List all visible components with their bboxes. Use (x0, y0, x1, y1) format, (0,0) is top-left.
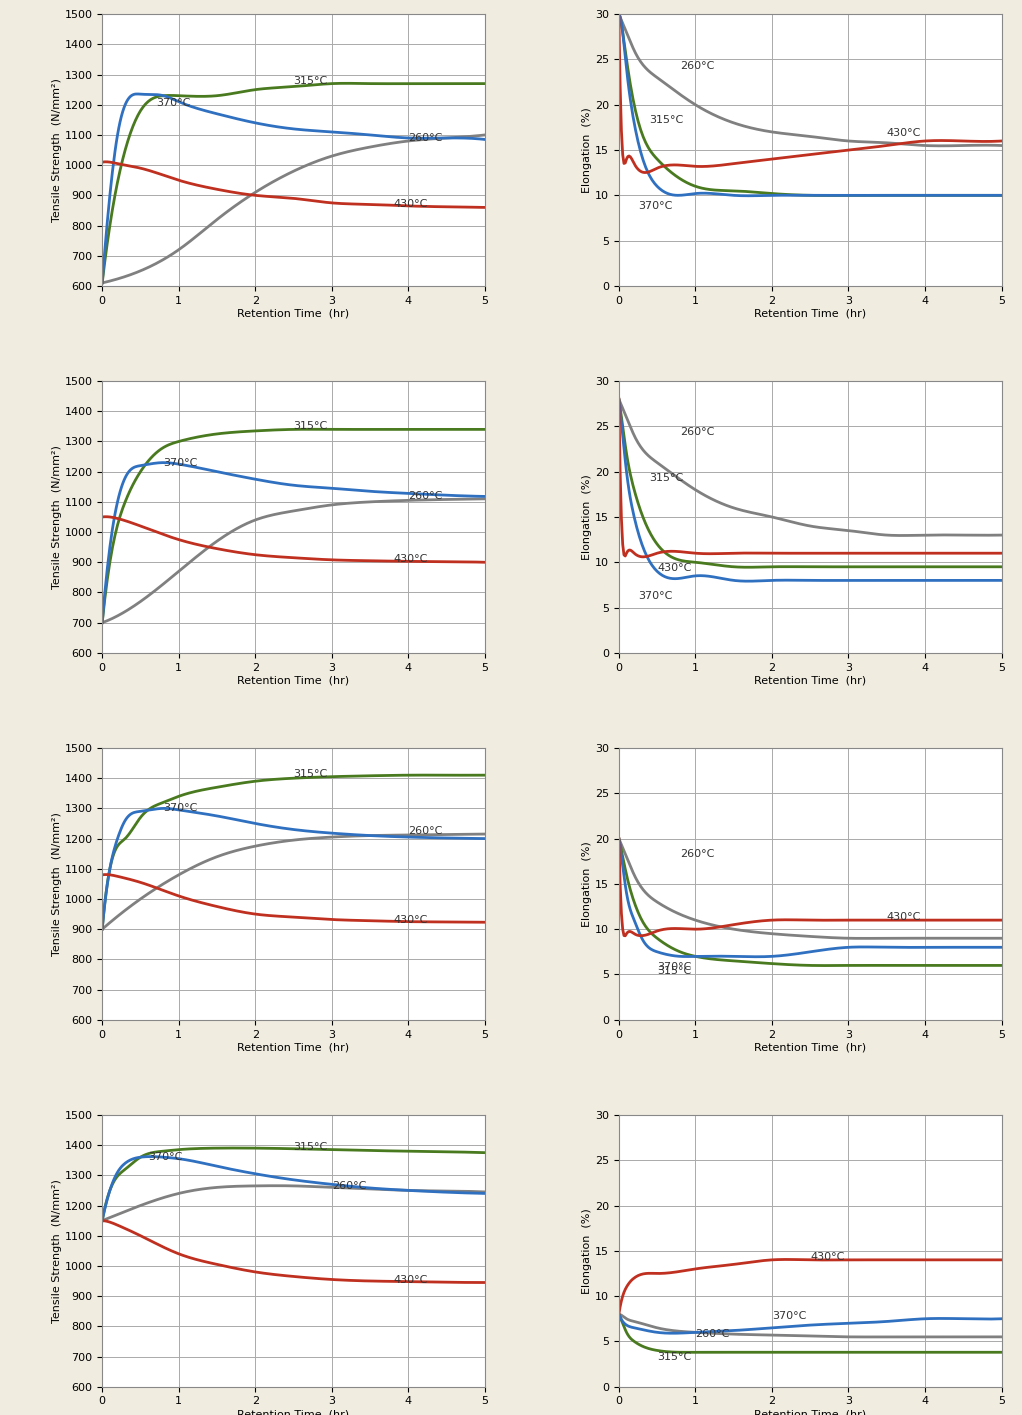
Y-axis label: Tensile Strength  (N/mm²): Tensile Strength (N/mm²) (51, 812, 61, 955)
Text: 430°C: 430°C (810, 1252, 844, 1262)
Text: 260°C: 260°C (409, 133, 443, 143)
Text: 315°C: 315°C (293, 1142, 328, 1152)
Text: 370°C: 370°C (148, 1152, 183, 1162)
X-axis label: Retention Time  (hr): Retention Time (hr) (237, 675, 350, 685)
Text: 370°C: 370°C (164, 457, 198, 467)
Text: 315°C: 315°C (649, 473, 684, 483)
Text: 260°C: 260°C (695, 1329, 730, 1339)
Text: 430°C: 430°C (657, 563, 692, 573)
Text: 315°C: 315°C (657, 966, 691, 976)
Text: 430°C: 430°C (393, 914, 427, 924)
X-axis label: Retention Time  (hr): Retention Time (hr) (754, 308, 867, 318)
Y-axis label: Elongation  (%): Elongation (%) (583, 841, 592, 927)
Text: 430°C: 430°C (393, 1275, 427, 1285)
Text: 430°C: 430°C (393, 555, 427, 565)
Y-axis label: Elongation  (%): Elongation (%) (583, 108, 592, 192)
Y-axis label: Tensile Strength  (N/mm²): Tensile Strength (N/mm²) (51, 1179, 61, 1323)
Y-axis label: Elongation  (%): Elongation (%) (583, 1208, 592, 1293)
X-axis label: Retention Time  (hr): Retention Time (hr) (237, 1043, 350, 1053)
Text: 260°C: 260°C (680, 427, 714, 437)
Text: 430°C: 430°C (887, 913, 921, 923)
Text: 315°C: 315°C (293, 422, 328, 432)
Text: 370°C: 370°C (155, 98, 190, 109)
Text: 370°C: 370°C (772, 1310, 806, 1320)
X-axis label: Retention Time  (hr): Retention Time (hr) (754, 675, 867, 685)
Text: 260°C: 260°C (680, 61, 714, 71)
Text: 370°C: 370°C (638, 201, 672, 211)
Y-axis label: Elongation  (%): Elongation (%) (583, 474, 592, 560)
Y-axis label: Tensile Strength  (N/mm²): Tensile Strength (N/mm²) (51, 446, 61, 589)
Text: 430°C: 430°C (887, 129, 921, 139)
Text: 260°C: 260°C (680, 849, 714, 859)
Text: 260°C: 260°C (409, 491, 443, 501)
Text: 315°C: 315°C (649, 115, 684, 125)
X-axis label: Retention Time  (hr): Retention Time (hr) (754, 1043, 867, 1053)
Text: 260°C: 260°C (409, 826, 443, 836)
Text: 370°C: 370°C (638, 590, 672, 600)
Text: 315°C: 315°C (293, 75, 328, 86)
Text: 430°C: 430°C (393, 200, 427, 209)
X-axis label: Retention Time  (hr): Retention Time (hr) (237, 1409, 350, 1415)
Text: 260°C: 260°C (332, 1182, 366, 1191)
Y-axis label: Tensile Strength  (N/mm²): Tensile Strength (N/mm²) (51, 78, 61, 222)
X-axis label: Retention Time  (hr): Retention Time (hr) (237, 308, 350, 318)
Text: 315°C: 315°C (293, 768, 328, 778)
X-axis label: Retention Time  (hr): Retention Time (hr) (754, 1409, 867, 1415)
Text: 315°C: 315°C (657, 1351, 691, 1361)
Text: 370°C: 370°C (164, 804, 198, 814)
Text: 370°C: 370°C (657, 962, 692, 972)
